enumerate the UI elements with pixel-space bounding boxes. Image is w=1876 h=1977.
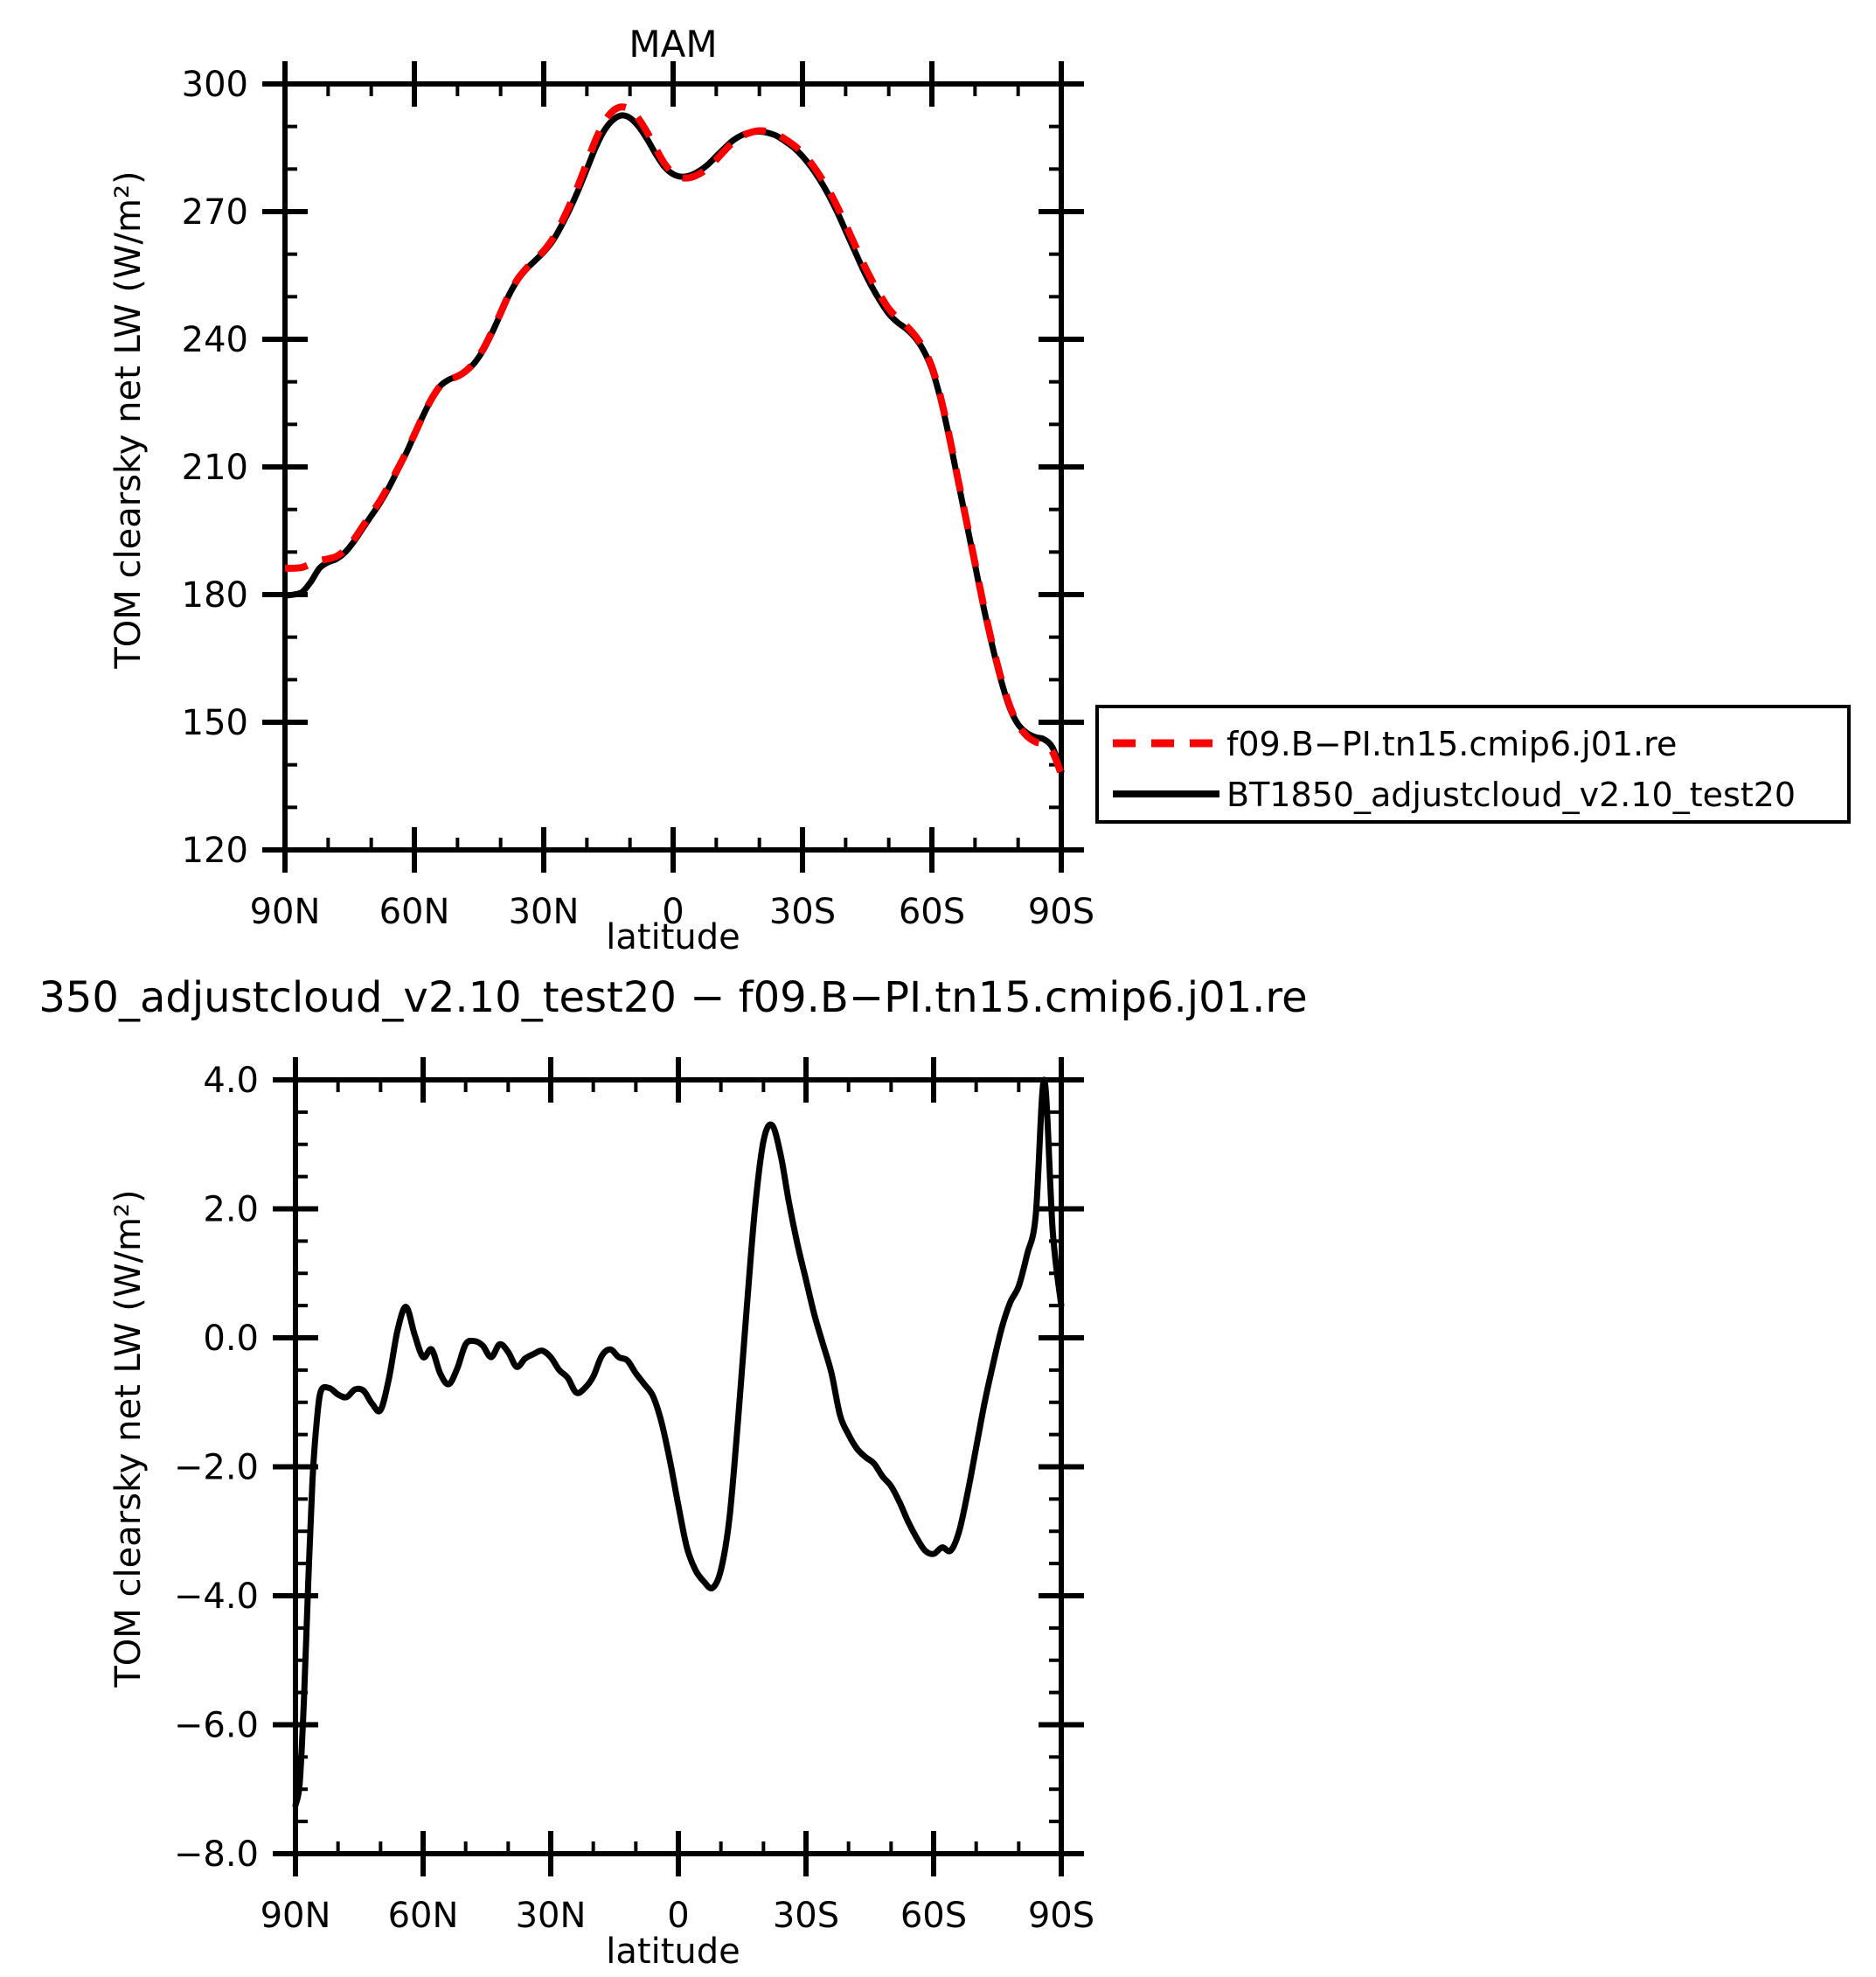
top-panel-svg: 90N 60N 30N 0 30S 60S 90S 120 150 180 210 240 270 300… xyxy=(108,23,1851,957)
series-line-test xyxy=(281,112,1065,775)
x-tick-label: 60S xyxy=(900,1896,967,1936)
x-tick-label: 90N xyxy=(250,892,321,932)
y-tick-label: 120 xyxy=(182,831,248,871)
y-tick-label: −6.0 xyxy=(174,1706,259,1746)
x-tick-label: 90S xyxy=(1028,892,1094,932)
y-tick-label: −4.0 xyxy=(174,1577,259,1617)
x-tick-label: 30S xyxy=(773,1896,839,1936)
plot-frame xyxy=(293,1077,1064,1856)
y-tick-label: 4.0 xyxy=(203,1061,259,1101)
top-panel: 90N 60N 30N 0 30S 60S 90S 120 150 180 210 240 270 300… xyxy=(0,0,1876,962)
x-tick-label: 90N xyxy=(261,1896,331,1936)
legend-label-reference: f09.B−PI.tn15.cmip6.j01.re xyxy=(1226,725,1677,763)
legend-box xyxy=(1095,705,1851,824)
y-tick-label: 0.0 xyxy=(203,1319,259,1359)
y-tick-label: 150 xyxy=(182,703,248,743)
y-tick-label: 270 xyxy=(182,192,248,233)
x-tick-label: 30S xyxy=(769,892,836,932)
y-tick-label: 300 xyxy=(182,65,248,105)
y-tick-label: −8.0 xyxy=(174,1834,259,1875)
legend: f09.B−PI.tn15.cmip6.j01.re BT1850_adjustc… xyxy=(1095,705,1851,824)
y-tick-label: 180 xyxy=(182,575,248,616)
difference-title-svg: 350_adjustcloud_v2.10_test20 − f09.B−PI.… xyxy=(38,973,1307,1022)
bottom-y-axis-label: TOM clearsky net LW (W/m²) xyxy=(108,1189,149,1688)
series-line-test xyxy=(292,1076,1065,1809)
y-tick-label: −2.0 xyxy=(174,1448,259,1488)
x-tick-label: 0 xyxy=(662,892,684,932)
y-tick-label: 210 xyxy=(182,448,248,488)
x-tick-label: 0 xyxy=(667,1896,689,1936)
legend-label-test: BT1850_adjustcloud_v2.10_test20 xyxy=(1226,776,1796,814)
difference-panel-title-wrap: 350_adjustcloud_v2.10_test20 − f09.B−PI.… xyxy=(0,957,1876,1045)
difference-panel: 90N 60N 30N 0 30S 60S 90S −8.0 −6.0 −4.0 −2.0 0.0 2.… xyxy=(0,1032,1876,1977)
x-tick-label: 90S xyxy=(1028,1896,1094,1936)
top-y-axis-label: TOM clearsky net LW (W/m²) xyxy=(108,171,149,669)
difference-panel-svg: 90N 60N 30N 0 30S 60S 90S −8.0 −6.0 −4.0 −2.0 0.0 2.… xyxy=(108,1057,1094,1972)
x-tick-label: 60N xyxy=(388,1896,459,1936)
top-x-axis-label: latitude xyxy=(606,917,740,957)
series-line-reference xyxy=(284,103,1065,776)
x-tick-label: 60N xyxy=(379,892,450,932)
bottom-x-axis-label: latitude xyxy=(606,1932,740,1972)
difference-panel-title: 350_adjustcloud_v2.10_test20 − f09.B−PI.… xyxy=(38,973,1307,1022)
y-tick-label: 2.0 xyxy=(203,1190,259,1230)
top-panel-title: MAM xyxy=(629,23,717,66)
y-tick-label: 240 xyxy=(182,320,248,360)
x-tick-label: 60S xyxy=(899,892,965,932)
x-tick-label: 30N xyxy=(509,892,580,932)
x-tick-label: 30N xyxy=(516,1896,587,1936)
